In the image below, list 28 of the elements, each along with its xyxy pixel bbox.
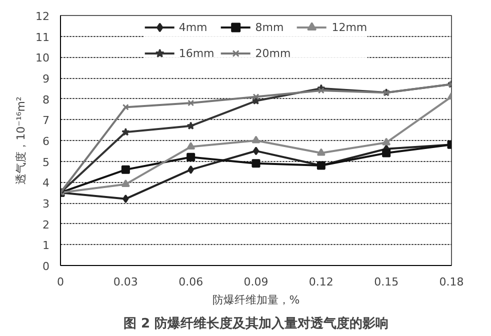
y-tick-label: 7 [42, 114, 50, 128]
y-tick-label: 10 [36, 52, 50, 65]
y-axis-title: 透气度，10⁻¹⁶m² [14, 96, 28, 184]
y-tick-label: 1 [42, 239, 50, 252]
legend-label: 20mm [255, 46, 291, 60]
legend-label: 4mm [178, 20, 208, 34]
y-tick-label: 11 [36, 30, 50, 44]
y-tick-label: 9 [42, 72, 50, 86]
x-tick-label: 0.09 [244, 276, 268, 288]
x-tick-label: 0.06 [178, 276, 204, 288]
y-tick-label: 4 [42, 176, 50, 190]
x-tick-label: 0.18 [439, 276, 464, 288]
text: 图 2 防爆纤维长度及其加入量对透气度的影响 [123, 316, 389, 332]
y-tick-label: 8 [42, 93, 50, 106]
y-tick-label: 12 [36, 10, 50, 23]
y-tick-label: 3 [42, 198, 50, 210]
y-tick-label: 2 [42, 218, 50, 232]
y-tick-label: 0 [42, 260, 50, 273]
x-axis-title: 防爆纤维加量，% [212, 294, 300, 306]
legend-label: 16mm [178, 46, 214, 60]
y-tick-label: 5 [42, 156, 50, 169]
x-tick-label: 0.12 [308, 276, 334, 288]
y-tick-label: 6 [42, 135, 50, 148]
x-tick-label: 0 [57, 276, 64, 288]
x-tick-label: 0.03 [113, 276, 138, 288]
legend-label: 12mm [332, 20, 368, 34]
x-tick-label: 0.15 [374, 276, 399, 288]
legend-label: 8mm [255, 20, 284, 34]
